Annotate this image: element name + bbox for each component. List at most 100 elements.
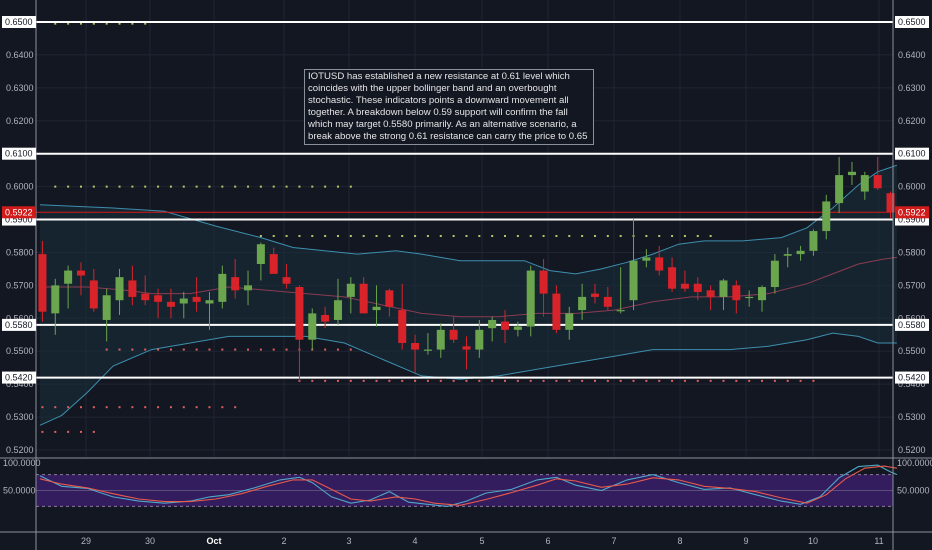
candle-body[interactable] xyxy=(501,321,510,330)
candle-body[interactable] xyxy=(154,295,163,302)
pivot-dot xyxy=(696,379,699,382)
candle-body[interactable] xyxy=(321,315,330,322)
candle-body[interactable] xyxy=(333,300,342,320)
candle-body[interactable] xyxy=(847,171,856,176)
candle-body[interactable] xyxy=(539,270,548,294)
candle-body[interactable] xyxy=(835,175,844,204)
candle-body[interactable] xyxy=(128,280,137,297)
candle-body[interactable] xyxy=(770,260,779,288)
candle-body[interactable] xyxy=(462,346,471,350)
pivot-dot xyxy=(491,235,494,237)
pivot-dot xyxy=(388,235,391,237)
last-price-tag-box-left xyxy=(2,206,36,219)
candle-body[interactable] xyxy=(655,257,664,271)
pivot-dot xyxy=(144,348,147,351)
pivot-dot xyxy=(311,235,314,237)
candle-body[interactable] xyxy=(179,298,188,304)
x-tick-label: 9 xyxy=(743,536,748,546)
candle-body[interactable] xyxy=(76,270,85,276)
candle-body[interactable] xyxy=(359,283,368,314)
candle-body[interactable] xyxy=(244,285,253,291)
candle-body[interactable] xyxy=(64,270,73,284)
y-tick-label-left: 0.5300 xyxy=(6,412,34,422)
candle-body[interactable] xyxy=(423,349,432,351)
candle-body[interactable] xyxy=(102,295,111,320)
candle-body[interactable] xyxy=(565,313,574,330)
candle-body[interactable] xyxy=(758,287,767,301)
analysis-annotation[interactable]: IOTUSD has established a new resistance … xyxy=(304,69,594,145)
candle-body[interactable] xyxy=(38,254,47,312)
candle-body[interactable] xyxy=(436,329,445,350)
candle-body[interactable] xyxy=(346,283,355,297)
x-tick-label: 10 xyxy=(808,536,818,546)
candle-body[interactable] xyxy=(642,257,651,261)
pivot-dot xyxy=(375,235,378,237)
candle-body[interactable] xyxy=(256,244,265,264)
pivot-dot xyxy=(529,235,532,237)
candle-body[interactable] xyxy=(783,254,792,256)
candle-body[interactable] xyxy=(860,175,869,192)
pivot-dot xyxy=(671,379,674,382)
candle-body[interactable] xyxy=(166,301,175,307)
candle-body[interactable] xyxy=(603,296,612,307)
candle-body[interactable] xyxy=(475,329,484,350)
candle-body[interactable] xyxy=(796,250,805,255)
pivot-dot xyxy=(349,379,352,382)
candle-body[interactable] xyxy=(269,254,278,274)
candle-body[interactable] xyxy=(51,285,60,314)
pivot-dot xyxy=(195,406,198,409)
candle-body[interactable] xyxy=(192,296,201,302)
stoch-tick-label-right: 100.0000 xyxy=(897,458,932,468)
level-label-right: 0.6500 xyxy=(898,17,926,27)
candle-body[interactable] xyxy=(411,343,420,350)
level-label-box-right xyxy=(895,371,929,384)
candle-body[interactable] xyxy=(745,296,754,299)
candle-body[interactable] xyxy=(732,285,741,301)
candle-body[interactable] xyxy=(886,193,895,213)
pivot-dot xyxy=(568,379,571,382)
pivot-dot xyxy=(131,406,134,409)
candle-body[interactable] xyxy=(629,260,638,301)
candle-body[interactable] xyxy=(372,306,381,311)
pivot-dot xyxy=(92,185,95,188)
candle-body[interactable] xyxy=(706,290,715,297)
candle-body[interactable] xyxy=(308,313,317,340)
pivot-dot xyxy=(54,406,57,409)
candle-body[interactable] xyxy=(115,277,124,301)
pivot-dot xyxy=(272,185,275,188)
candle-body[interactable] xyxy=(385,290,394,307)
candle-body[interactable] xyxy=(218,273,227,302)
candle-body[interactable] xyxy=(822,201,831,232)
candle-body[interactable] xyxy=(231,277,240,291)
pivot-dot xyxy=(234,406,237,409)
candle-body[interactable] xyxy=(552,293,561,330)
pivot-dot xyxy=(79,406,82,409)
candle-body[interactable] xyxy=(398,310,407,343)
candle-body[interactable] xyxy=(205,300,214,304)
candle-body[interactable] xyxy=(513,326,522,330)
candle-body[interactable] xyxy=(578,296,587,311)
candle-body[interactable] xyxy=(449,329,458,340)
pivot-dot xyxy=(324,348,327,351)
candle-body[interactable] xyxy=(693,283,702,292)
pivot-dot xyxy=(92,406,95,409)
candle-body[interactable] xyxy=(680,283,689,289)
candle-body[interactable] xyxy=(809,231,818,251)
candle-body[interactable] xyxy=(282,277,291,284)
pivot-dot xyxy=(157,348,160,351)
candle-body[interactable] xyxy=(719,280,728,297)
candle-body[interactable] xyxy=(590,293,599,297)
stoch-tick-label-left: 100.0000 xyxy=(3,458,41,468)
candle-body[interactable] xyxy=(668,267,677,289)
candle-body[interactable] xyxy=(616,310,625,312)
candle-body[interactable] xyxy=(526,270,535,327)
pivot-dot xyxy=(619,379,622,382)
candle-body[interactable] xyxy=(141,293,150,301)
candle-body[interactable] xyxy=(295,287,304,340)
pivot-dot xyxy=(812,379,815,382)
pivot-dot xyxy=(504,235,507,237)
candle-body[interactable] xyxy=(488,319,497,329)
y-tick-label-right: 0.6300 xyxy=(898,83,926,93)
candle-body[interactable] xyxy=(873,175,882,189)
candle-body[interactable] xyxy=(89,280,98,309)
